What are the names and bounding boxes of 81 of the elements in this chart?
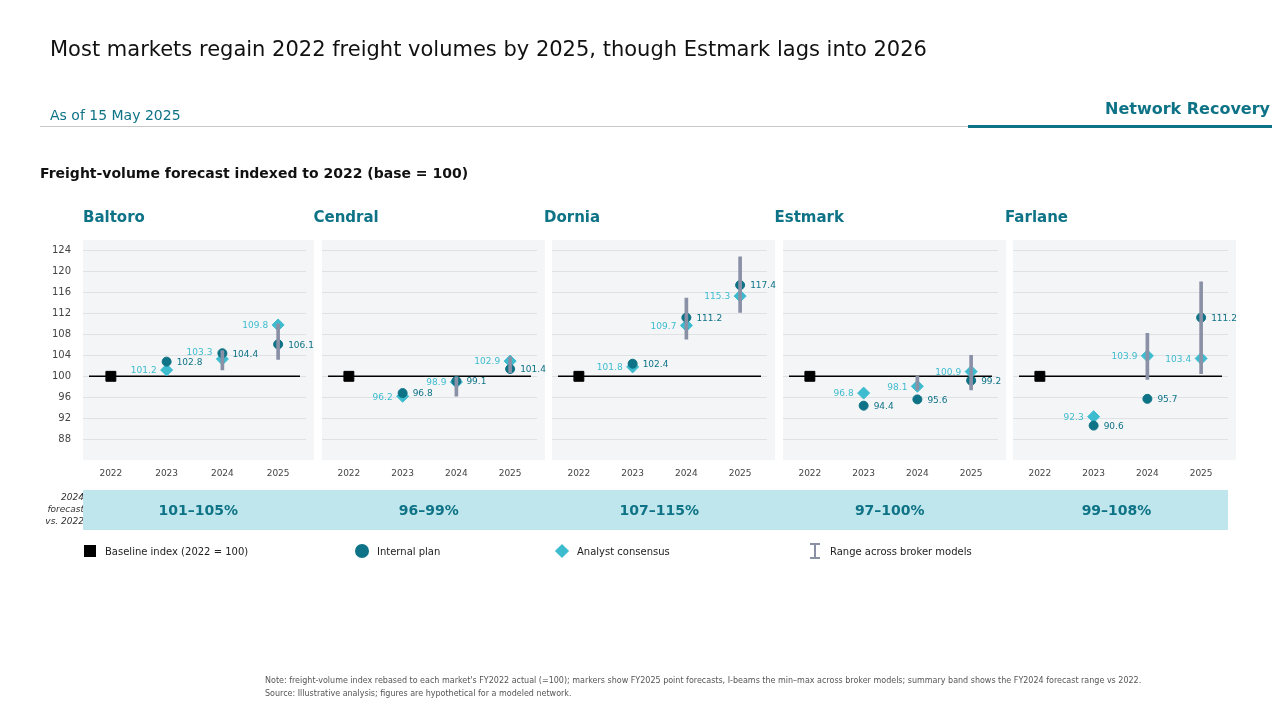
- x-tick-label: 2022: [1028, 467, 1052, 478]
- data-label: 98.1: [886, 381, 907, 392]
- y-tick-label: 124: [51, 244, 71, 256]
- text: Most markets regain 2022 freight volumes by 2025, though Estmark lags into 2026: [50, 37, 927, 61]
- x-tick-label: 2024: [1135, 467, 1160, 478]
- y-tick-label: 88: [58, 432, 71, 444]
- x-tick-label: 2023: [851, 467, 875, 478]
- data-label: 106.1: [288, 339, 314, 350]
- text: 101–105%: [83, 490, 314, 530]
- y-tick-label: 116: [51, 286, 71, 298]
- chart-title: Baltoro: [83, 208, 145, 226]
- x-tick-label: 2025: [728, 467, 752, 478]
- text: 96–99%: [313, 490, 544, 530]
- data-label: 99.2: [980, 375, 1001, 386]
- x-tick-label: 2025: [959, 467, 983, 478]
- data-label: 103.9: [1111, 351, 1138, 362]
- x-tick-label: 2022: [336, 467, 360, 478]
- text: Network Recovery: [1104, 99, 1270, 118]
- data-label: 109.8: [242, 320, 269, 331]
- data-label: 94.4: [873, 401, 894, 412]
- data-label: 104.4: [232, 348, 259, 359]
- data-label: 101.4: [519, 364, 546, 375]
- data-label: 101.8: [596, 362, 623, 373]
- data-label: 111.2: [1211, 312, 1237, 323]
- y-tick-label: 112: [51, 306, 71, 318]
- x-tick-label: 2024: [905, 467, 929, 478]
- text: 2024 forecast vs. 2022: [44, 491, 84, 527]
- legend-label: Range across broker models: [830, 545, 972, 557]
- x-tick-label: 2024: [444, 467, 468, 478]
- data-label: 92.3: [1063, 412, 1084, 423]
- x-tick-label: 2025: [1189, 467, 1213, 478]
- data-label: 115.3: [704, 291, 731, 302]
- text: 97–100%: [774, 490, 1005, 530]
- data-label: 96.8: [412, 388, 433, 399]
- y-tick-label: 104: [51, 348, 71, 360]
- chart-title: Dornia: [544, 208, 601, 226]
- data-label: 96.2: [372, 391, 393, 402]
- data-label: 95.6: [926, 394, 948, 405]
- y-tick-label: 92: [58, 411, 71, 423]
- y-tick-label: 120: [51, 265, 71, 277]
- y-tick-label: 96: [58, 390, 71, 402]
- data-label: 99.1: [465, 376, 486, 387]
- data-label: 102.4: [642, 359, 669, 370]
- x-tick-label: 2022: [797, 467, 821, 478]
- legend-label: Baseline index (2022 = 100): [105, 545, 249, 557]
- data-label: 111.2: [696, 312, 723, 323]
- data-label: 96.8: [833, 388, 854, 399]
- data-label: 103.3: [186, 346, 213, 357]
- x-tick-label: 2023: [155, 467, 179, 478]
- data-label: 103.4: [1165, 353, 1192, 364]
- legend-label: Analyst consensus: [577, 545, 670, 557]
- x-tick-label: 2025: [498, 467, 522, 478]
- data-label: 98.9: [425, 377, 447, 388]
- data-label: 90.6: [1103, 420, 1124, 431]
- y-tick-label: 100: [51, 369, 71, 381]
- text: Freight-volume forecast indexed to 2022 (base = 100): [40, 165, 469, 181]
- source-note: Source: Illustrative analysis; figures are hypothetical for a modeled network.: [265, 689, 572, 698]
- x-tick-label: 2023: [621, 467, 645, 478]
- text: Note: freight-volume index rebased to each market's FY2022 actual (=100); markers show FY2025 point forecasts, I-beams the min–max across broker models; summary band shows the FY2024 forecast range vs 2022.: [265, 676, 1142, 685]
- chart-title: Farlane: [1005, 208, 1069, 226]
- text: 107–115%: [544, 490, 775, 530]
- data-label: 102.9: [473, 356, 500, 367]
- data-label: 117.4: [750, 280, 777, 291]
- chart-title: Estmark: [774, 208, 844, 226]
- data-label: 95.7: [1157, 394, 1178, 405]
- x-tick-label: 2023: [1082, 467, 1106, 478]
- x-tick-label: 2024: [210, 467, 235, 478]
- data-label: 109.7: [650, 320, 677, 331]
- chart-title: Cendral: [313, 208, 379, 226]
- x-tick-label: 2022: [99, 467, 123, 478]
- text: 99–108%: [1005, 490, 1228, 530]
- y-tick-label: 108: [51, 327, 71, 339]
- x-tick-label: 2024: [674, 467, 699, 478]
- data-label: 102.8: [176, 356, 203, 367]
- x-tick-label: 2023: [390, 467, 414, 478]
- data-label: 100.9: [934, 366, 961, 377]
- x-tick-label: 2025: [266, 467, 290, 478]
- x-tick-label: 2022: [567, 467, 591, 478]
- legend-label: Internal plan: [377, 545, 441, 557]
- text: As of 15 May 2025: [50, 107, 181, 123]
- data-label: 101.2: [130, 365, 157, 376]
